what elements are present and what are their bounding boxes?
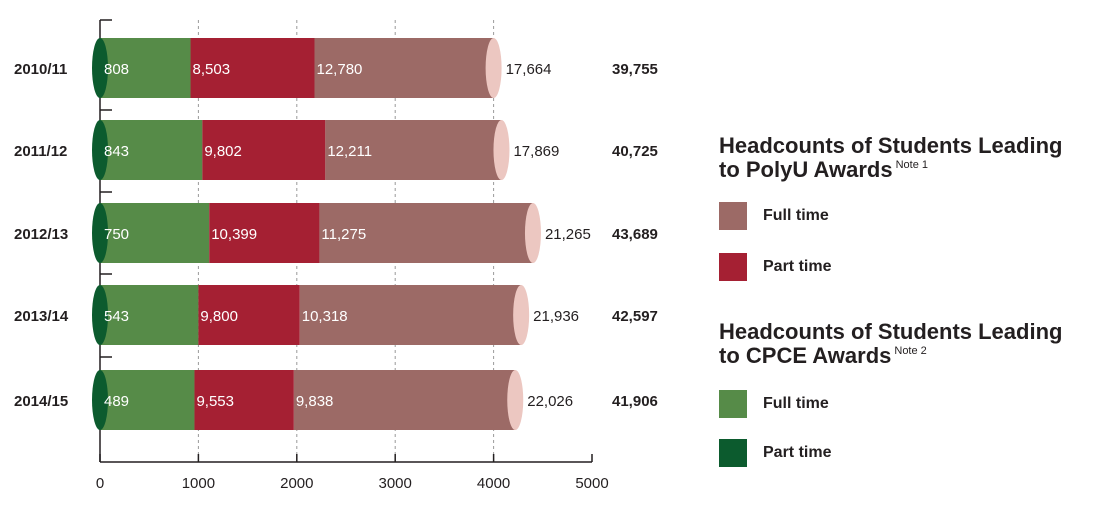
segment-value-label: 9,800 bbox=[200, 308, 238, 325]
segment-value-label: 750 bbox=[104, 226, 129, 243]
segment-value-label: 9,802 bbox=[204, 143, 242, 160]
row-total-label: 39,755 bbox=[612, 61, 658, 78]
x-tick-label: 1000 bbox=[182, 475, 215, 492]
legend-label-polyu-full-time: Full time bbox=[763, 207, 829, 224]
segment-value-label: 17,664 bbox=[506, 61, 552, 78]
legend-polyu-title-line2: to PolyU Awards bbox=[719, 157, 893, 182]
bar-segment bbox=[100, 203, 210, 263]
bar-segment bbox=[299, 285, 522, 345]
legend-cpce-title: Headcounts of Students Leading to CPCE A… bbox=[719, 320, 1099, 372]
bar-segment bbox=[190, 38, 315, 98]
row-total-label: 42,597 bbox=[612, 308, 658, 325]
legend-polyu-title: Headcounts of Students Leading to PolyU … bbox=[719, 134, 1099, 186]
bar-cap-left bbox=[92, 370, 108, 430]
segment-value-label: 21,265 bbox=[545, 226, 591, 243]
legend-cpce: Headcounts of Students Leading to CPCE A… bbox=[719, 320, 1099, 480]
bar-segment bbox=[209, 203, 320, 263]
bar-segment bbox=[314, 38, 494, 98]
segment-value-label: 9,838 bbox=[296, 393, 334, 410]
legend-swatch-cpce-part-time bbox=[719, 439, 747, 467]
x-tick-label: 5000 bbox=[575, 475, 608, 492]
legend-polyu-note: Note 1 bbox=[895, 159, 929, 171]
bar-cap-left bbox=[92, 38, 108, 98]
x-tick-label: 0 bbox=[96, 475, 104, 492]
bar-segment bbox=[319, 203, 533, 263]
legend-cpce-note: Note 2 bbox=[894, 345, 927, 357]
segment-value-label: 10,399 bbox=[211, 226, 257, 243]
category-label: 2013/14 bbox=[14, 308, 69, 325]
legend-item-polyu-full-time: Full time bbox=[719, 202, 829, 230]
legend-item-polyu-part-time: Part time bbox=[719, 253, 831, 281]
segment-value-label: 843 bbox=[104, 143, 129, 160]
segment-value-label: 10,318 bbox=[302, 308, 348, 325]
segment-value-label: 22,026 bbox=[527, 393, 573, 410]
row-total-label: 41,906 bbox=[612, 393, 658, 410]
legend-item-cpce-full-time: Full time bbox=[719, 390, 829, 418]
legend-polyu: Headcounts of Students Leading to PolyU … bbox=[719, 134, 1099, 294]
segment-value-label: 489 bbox=[104, 393, 129, 410]
bar-cap-right bbox=[493, 120, 510, 180]
segment-value-label: 17,869 bbox=[513, 143, 559, 160]
stacked-bar-chart: 0 1000 2000 3000 4000 5000 2010/11 808 8,503 12,7… bbox=[14, 19, 658, 492]
bar-segment bbox=[100, 285, 199, 345]
bar-cap-right bbox=[524, 203, 541, 263]
legend-swatch-polyu-part-time bbox=[719, 253, 747, 281]
segment-value-label: 12,211 bbox=[327, 143, 372, 160]
bar-cap-left bbox=[92, 120, 108, 180]
category-label: 2011/12 bbox=[14, 143, 67, 160]
bar-segment bbox=[325, 120, 502, 180]
x-tick-label: 3000 bbox=[379, 475, 412, 492]
category-label: 2014/15 bbox=[14, 393, 68, 410]
bar-cap-right bbox=[507, 370, 524, 430]
bar-segment bbox=[100, 370, 195, 430]
legend-swatch-cpce-full-time bbox=[719, 390, 747, 418]
bar-segment bbox=[202, 120, 326, 180]
segment-value-label: 8,503 bbox=[193, 61, 231, 78]
legend-label-cpce-full-time: Full time bbox=[763, 395, 829, 412]
x-tick-label: 4000 bbox=[477, 475, 510, 492]
bar-cap-right bbox=[485, 38, 502, 98]
bar-segment bbox=[198, 285, 300, 345]
category-label: 2012/13 bbox=[14, 226, 68, 243]
bar-segment bbox=[194, 370, 294, 430]
legend-polyu-title-line1: Headcounts of Students Leading bbox=[719, 133, 1063, 158]
segment-value-label: 12,780 bbox=[317, 61, 363, 78]
legend-swatch-polyu-full-time bbox=[719, 202, 747, 230]
bar-segment bbox=[100, 38, 191, 98]
bar-cap-right bbox=[513, 285, 530, 345]
x-tick-label: 2000 bbox=[280, 475, 313, 492]
segment-value-label: 9,553 bbox=[196, 393, 234, 410]
bar-segment bbox=[293, 370, 516, 430]
legend-cpce-title-line1: Headcounts of Students Leading bbox=[719, 319, 1063, 344]
category-label: 2010/11 bbox=[14, 61, 67, 78]
row-total-label: 40,725 bbox=[612, 143, 658, 160]
segment-value-label: 11,275 bbox=[321, 226, 366, 243]
legend-label-polyu-part-time: Part time bbox=[763, 258, 832, 275]
segment-value-label: 808 bbox=[104, 61, 129, 78]
bar-cap-left bbox=[92, 285, 108, 345]
row-total-label: 43,689 bbox=[612, 226, 658, 243]
segment-value-label: 21,936 bbox=[533, 308, 579, 325]
legend-cpce-title-line2: to CPCE Awards bbox=[719, 343, 892, 368]
bar-cap-left bbox=[92, 203, 108, 263]
segment-value-label: 543 bbox=[104, 308, 129, 325]
bar-segment bbox=[100, 120, 203, 180]
legend-item-cpce-part-time: Part time bbox=[719, 439, 831, 467]
legend-label-cpce-part-time: Part time bbox=[763, 444, 832, 461]
